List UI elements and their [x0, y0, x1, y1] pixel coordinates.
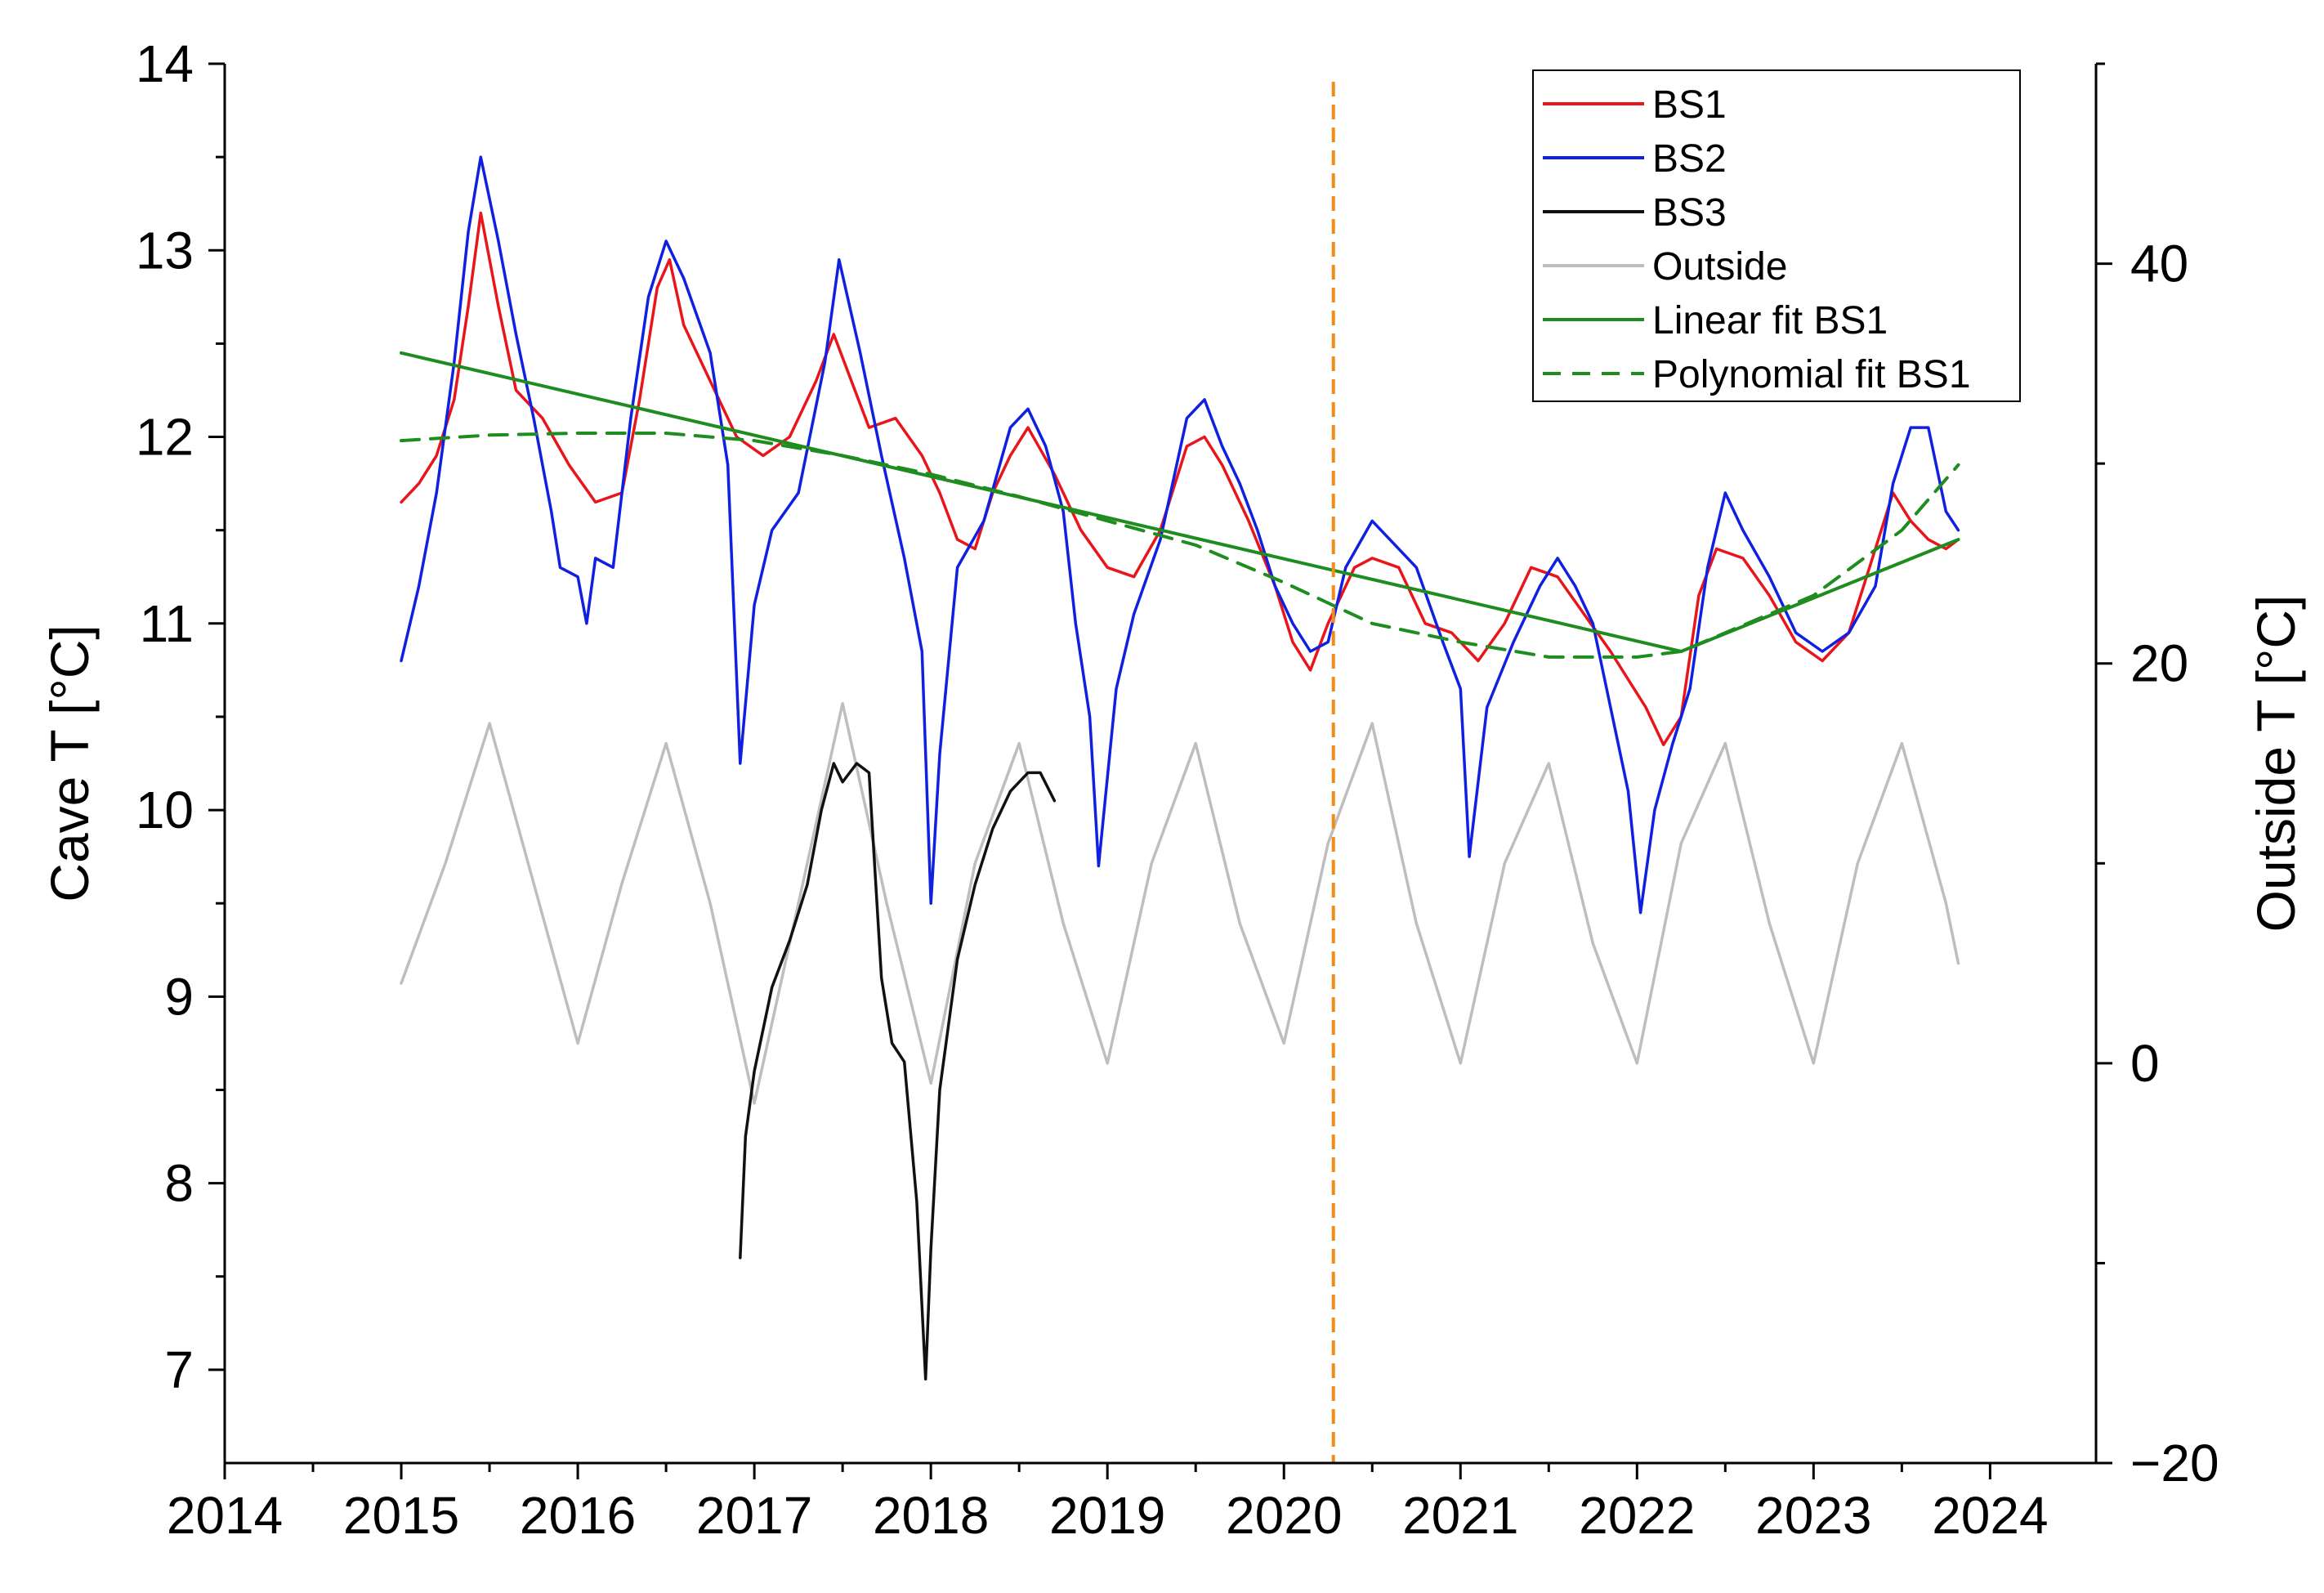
series-line-bs3: [739, 762, 1057, 1381]
ticks-layer: 2014 2015 2016 2017 2018 2019 2020 2021 2022 2023…: [136, 34, 2219, 1545]
x-tick-label: 2015: [343, 1486, 459, 1545]
legend: BS1 BS2 BS3 Outside Linear fit BS1 Polynomial…: [1532, 69, 2021, 402]
x-tick-label: 2018: [873, 1486, 989, 1545]
right-axis-title: Outside T [°C]: [2246, 595, 2306, 933]
y-tick-label: 13: [136, 221, 194, 280]
y2-tick-label: 20: [2130, 634, 2188, 693]
y2-tick-label: 40: [2130, 235, 2188, 293]
x-tick-label: 2020: [1226, 1486, 1342, 1545]
x-tick-label: 2016: [520, 1486, 636, 1545]
x-tick-label: 2024: [1932, 1486, 2048, 1545]
x-tick-label: 2021: [1402, 1486, 1518, 1545]
legend-box: [1532, 69, 2021, 402]
series-line-polynomial-fit-bs1: [400, 432, 1960, 659]
y-tick-label: 8: [164, 1154, 194, 1213]
y-tick-label: 10: [136, 781, 194, 839]
legend-label-bs2: BS2: [1652, 137, 1727, 181]
y-tick-label: 11: [140, 594, 194, 653]
y2-tick-label: 0: [2130, 1034, 2160, 1093]
y-tick-label: 7: [164, 1340, 194, 1399]
legend-label-bs3: BS3: [1652, 191, 1727, 235]
x-tick-label: 2014: [167, 1486, 283, 1545]
series-line-outside: [400, 701, 1960, 1105]
x-tick-label: 2023: [1755, 1486, 1871, 1545]
legend-label-bs1: BS1: [1652, 83, 1727, 127]
x-tick-label: 2022: [1579, 1486, 1695, 1545]
y2-tick-label: −20: [2130, 1434, 2219, 1492]
series-line-bs2: [400, 155, 1960, 915]
left-axis-title: Cave T [°C]: [39, 624, 100, 902]
series-layer: [400, 155, 1960, 1381]
y-tick-label: 12: [136, 408, 194, 467]
axes-layer: [223, 64, 2098, 1465]
x-tick-label: 2019: [1049, 1486, 1165, 1545]
y-tick-label: 14: [136, 34, 194, 93]
legend-label-outside: Outside: [1652, 245, 1787, 289]
x-tick-label: 2017: [696, 1486, 812, 1545]
outside-series-layer: [400, 701, 1960, 1105]
y-tick-label: 9: [164, 967, 194, 1026]
legend-label-polynomial-fit-bs1: Polynomial fit BS1: [1652, 353, 1971, 396]
legend-label-linear-fit-bs1: Linear fit BS1: [1652, 299, 1888, 342]
